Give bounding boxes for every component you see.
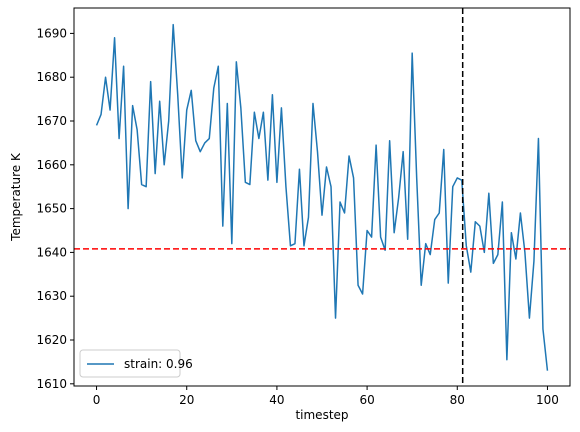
x-tick-label: 40 (269, 393, 284, 407)
y-axis-label: Temperature K (9, 152, 23, 242)
y-tick-label: 1660 (36, 158, 67, 172)
x-axis-label: timestep (295, 408, 348, 422)
y-tick-label: 1630 (36, 289, 67, 303)
plot-frame (73, 7, 571, 387)
legend-entry-label: strain: 0.96 (124, 357, 193, 371)
x-tick-label: 60 (359, 393, 374, 407)
x-tick-label: 0 (93, 393, 101, 407)
y-tick-label: 1610 (36, 377, 67, 391)
y-tick-label: 1650 (36, 202, 67, 216)
series-line-0 (95, 23, 549, 371)
y-tick-label: 1690 (36, 26, 67, 40)
y-tick-label: 1640 (36, 245, 67, 259)
legend: strain: 0.96 (79, 349, 193, 378)
x-tick-label: 80 (450, 393, 465, 407)
y-tick-label: 1680 (36, 70, 67, 84)
legend-box (79, 349, 181, 378)
series-layer (74, 8, 570, 386)
y-tick-label: 1620 (36, 333, 67, 347)
y-axis-ticks: 1610 1620 1630 1640 1650 1660 1670 1680 1690 (36, 26, 74, 391)
x-tick-label: 100 (536, 393, 559, 407)
y-tick-label: 1670 (36, 114, 67, 128)
x-tick-label: 20 (179, 393, 194, 407)
x-axis-ticks: 0 20 40 60 80 100 (93, 386, 559, 407)
